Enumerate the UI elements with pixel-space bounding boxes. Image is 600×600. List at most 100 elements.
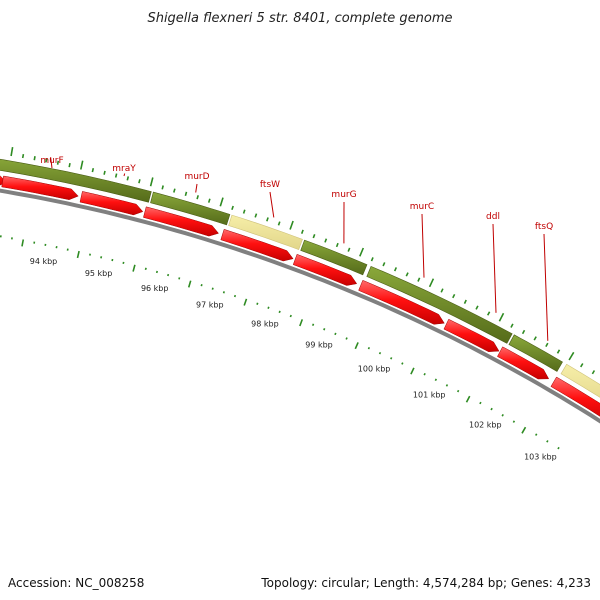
- ruler-tick: [243, 298, 248, 306]
- ruler-tick: [21, 239, 25, 247]
- ruler-tick: [256, 302, 259, 305]
- upper-tick-track: [10, 146, 596, 375]
- ruler-tick: [311, 323, 315, 327]
- ruler-tick: [423, 372, 426, 376]
- tick-mark: [475, 305, 479, 310]
- ruler-tick: [334, 332, 337, 336]
- tick-mark: [417, 277, 421, 282]
- tick-mark: [138, 179, 141, 184]
- ruler-tick: [167, 273, 170, 277]
- ruler-tick: [512, 420, 516, 423]
- ruler-tick: [222, 291, 225, 294]
- ruler-label: 102 kbp: [469, 420, 502, 429]
- backbone-line: [0, 188, 600, 424]
- cds-arrow: [358, 279, 445, 325]
- ruler-tick: [410, 367, 415, 375]
- feature-block: [228, 214, 303, 250]
- tick-mark: [10, 146, 14, 157]
- tick-mark: [591, 370, 596, 375]
- tick-mark: [184, 191, 188, 197]
- tick-mark: [335, 242, 339, 248]
- ruler-tick: [132, 264, 136, 272]
- ruler-tick: [187, 280, 192, 288]
- ruler-tick: [178, 277, 181, 280]
- tick-mark: [359, 247, 365, 257]
- tick-mark: [277, 221, 281, 226]
- tick-mark: [370, 257, 374, 262]
- gene-leader-line: [269, 191, 275, 218]
- tick-mark: [242, 209, 246, 214]
- tick-mark: [289, 220, 294, 230]
- feature-block: [508, 334, 563, 372]
- ruler-tick: [445, 384, 449, 387]
- ruler-labels: 94 kbp 95 kbp 96 kbp 97 kbp 98 kbp 99 kbp 100 …: [30, 257, 557, 461]
- ruler-tick: [144, 267, 147, 271]
- ruler-label: 99 kbp: [305, 341, 333, 350]
- ruler-label: 101 kbp: [413, 391, 446, 400]
- cds-arrow: [443, 318, 500, 352]
- gene-label: ftsQ: [535, 222, 553, 232]
- gene-label: murD: [184, 172, 209, 182]
- ruler-tick: [490, 407, 493, 411]
- ruler-label: 94 kbp: [30, 257, 58, 266]
- gene-label: mraY: [112, 164, 136, 174]
- gene-label: ddl: [486, 212, 500, 222]
- ruler-tick: [323, 328, 326, 331]
- ruler-label: 98 kbp: [251, 320, 279, 329]
- ruler-tick: [557, 446, 560, 450]
- ruler-tick: [200, 283, 203, 287]
- gene-leader-line: [195, 183, 198, 193]
- cds-arrow: [292, 253, 358, 286]
- ruler-tick: [390, 357, 393, 360]
- cds-arrow: [497, 346, 550, 380]
- gene-leader-line: [543, 233, 549, 341]
- ruler-tick: [465, 395, 471, 403]
- tick-mark: [114, 173, 118, 178]
- cds-arrow: [220, 228, 294, 262]
- ruler-tick: [278, 310, 281, 314]
- ruler-tick: [299, 319, 304, 327]
- ruler-tick: [501, 414, 504, 417]
- tick-mark: [219, 197, 224, 207]
- tick-mark: [103, 170, 106, 175]
- ruler-tick: [345, 337, 348, 340]
- genome-summary: Topology: circular; Length: 4,574,284 bp…: [260, 576, 591, 590]
- tick-mark: [91, 168, 95, 173]
- ruler-tick: [456, 389, 460, 393]
- cds-arrow: [550, 376, 600, 417]
- ruler-tick: [111, 258, 114, 262]
- tick-mark: [68, 162, 71, 168]
- tick-mark: [45, 158, 48, 163]
- ruler-label: 100 kbp: [358, 364, 391, 373]
- gene-label: murG: [331, 190, 356, 200]
- tick-mark: [498, 312, 505, 322]
- tick-mark: [126, 176, 130, 181]
- ruler-tick: [434, 378, 438, 382]
- tick-mark: [463, 299, 467, 304]
- ruler-tick: [267, 306, 270, 309]
- ruler-tick: [378, 351, 382, 355]
- ruler-tick: [479, 401, 482, 405]
- feature-block: [300, 239, 368, 276]
- ruler-tick: [155, 270, 158, 274]
- tick-mark: [347, 247, 351, 252]
- gene-label: murF: [40, 156, 63, 166]
- feature-track: [0, 158, 600, 398]
- ruler-tick: [546, 440, 549, 443]
- tick-mark: [196, 195, 199, 200]
- ruler-tick: [76, 250, 80, 259]
- accession-label: Accession: NC_008258: [8, 576, 144, 590]
- feature-block: [560, 363, 600, 398]
- tick-mark: [533, 336, 537, 341]
- tick-mark: [266, 217, 269, 222]
- ruler-tick: [521, 426, 527, 434]
- tick-mark: [486, 311, 491, 316]
- ruler-tick: [55, 246, 58, 249]
- backbone-ring: [0, 188, 600, 424]
- gene-leader-line: [492, 223, 497, 313]
- tick-mark: [452, 293, 456, 299]
- map-title: Shigella flexneri 5 str. 8401, complete …: [147, 11, 452, 26]
- tick-mark: [393, 267, 398, 272]
- gene-label: murC: [410, 202, 434, 212]
